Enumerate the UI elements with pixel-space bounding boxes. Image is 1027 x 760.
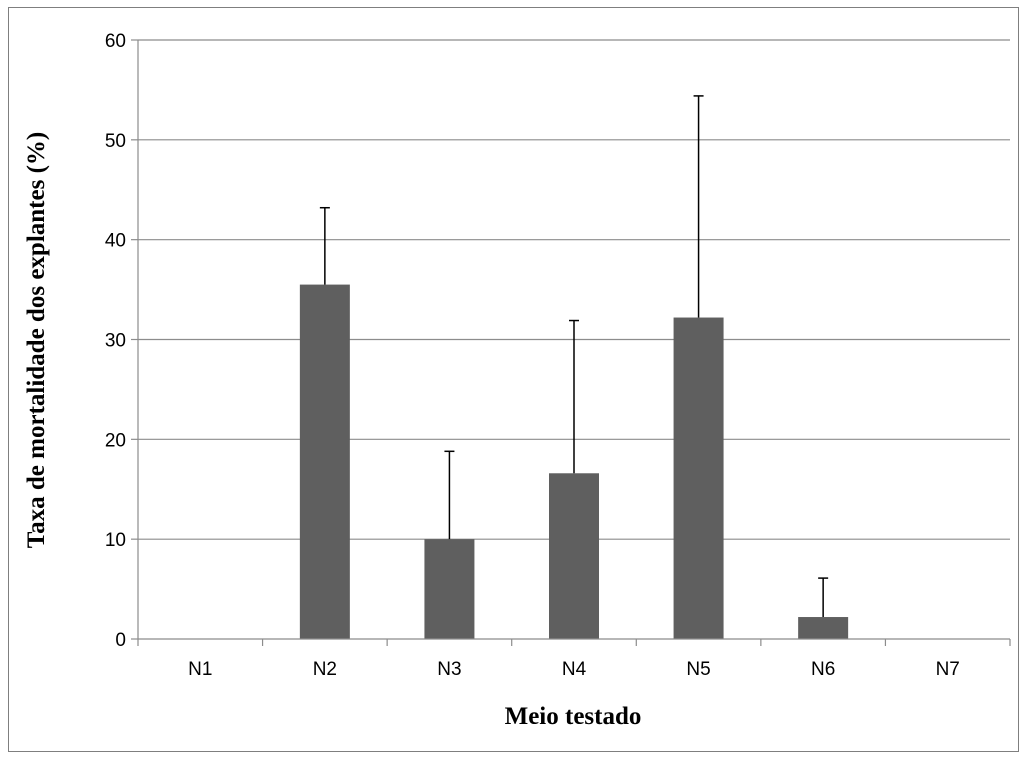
x-tick-label: N6: [811, 659, 835, 680]
y-tick-label: 50: [105, 131, 126, 152]
x-tick-label: N3: [437, 659, 461, 680]
y-tick-label: 10: [105, 530, 126, 551]
y-tick-label: 20: [105, 430, 126, 451]
y-axis-title: Taxa de mortalidade dos explantes (%): [23, 132, 50, 548]
bar-n3: [424, 539, 475, 639]
bar-n6: [798, 617, 849, 639]
bar-n5: [673, 317, 724, 639]
y-tick-label: 60: [105, 31, 126, 52]
x-tick-label: N1: [188, 659, 212, 680]
y-tick-label: 40: [105, 231, 126, 252]
y-tick-label: 0: [115, 630, 126, 651]
x-axis-title: Meio testado: [505, 703, 642, 730]
x-tick-label: N2: [313, 659, 337, 680]
bars: [299, 284, 849, 639]
x-tick-label: N7: [936, 659, 960, 680]
chart-frame: [8, 7, 1019, 752]
tick-labels: 0 10 20 30 40 50 60 N1 N2 N3 N4 N5 N6 N7: [105, 31, 960, 680]
error-bars: [319, 95, 829, 618]
gridlines: [138, 39, 1010, 540]
bar-n2: [299, 284, 350, 639]
x-tick-label: N5: [686, 659, 710, 680]
bar-n4: [549, 473, 599, 639]
y-tick-label: 30: [105, 331, 126, 352]
axes: [131, 39, 1011, 646]
x-tick-label: N4: [562, 659, 587, 680]
